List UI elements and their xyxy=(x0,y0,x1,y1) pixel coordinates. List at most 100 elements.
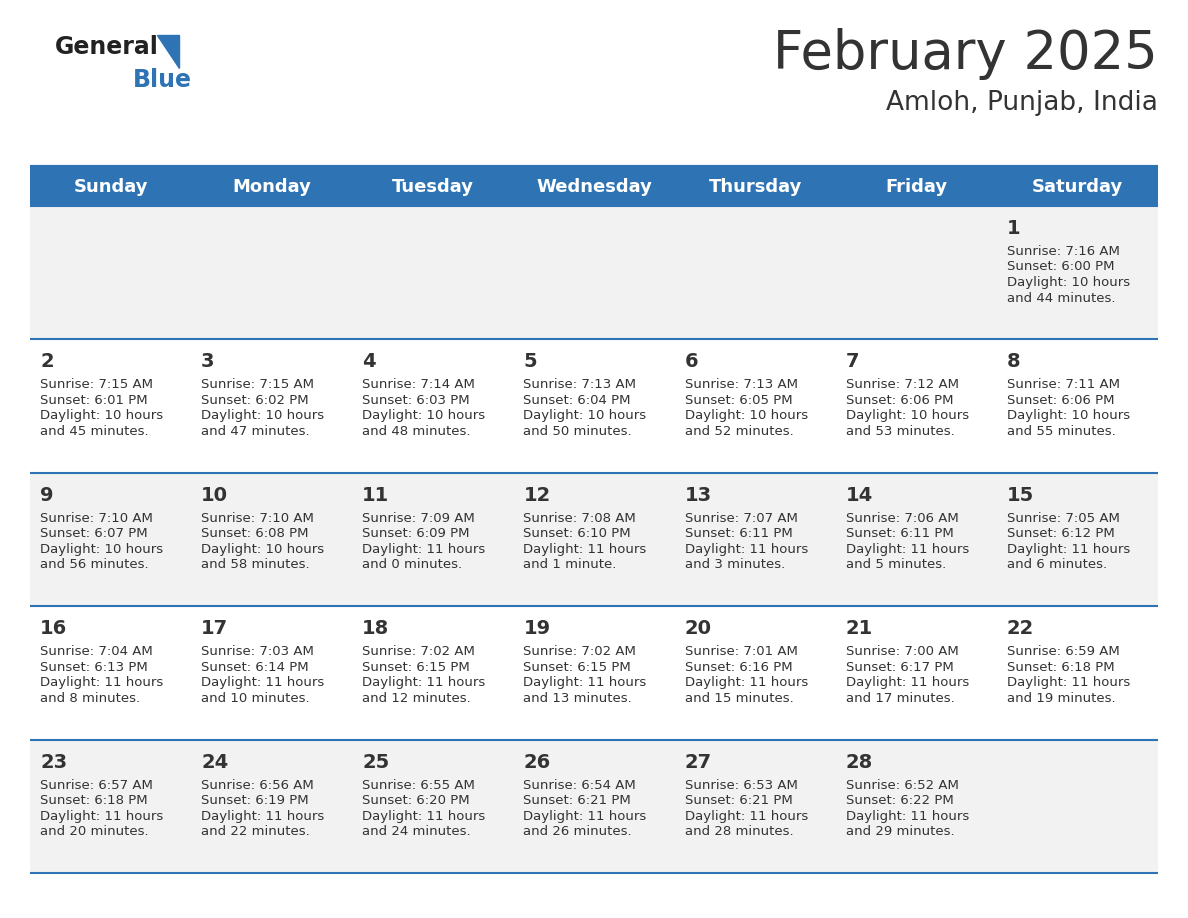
Text: Sunrise: 6:54 AM: Sunrise: 6:54 AM xyxy=(524,778,637,791)
Text: Sunrise: 7:07 AM: Sunrise: 7:07 AM xyxy=(684,512,797,525)
Text: Sunset: 6:11 PM: Sunset: 6:11 PM xyxy=(846,527,954,541)
Text: 17: 17 xyxy=(201,620,228,638)
Text: and 6 minutes.: and 6 minutes. xyxy=(1007,558,1107,571)
Text: Sunset: 6:05 PM: Sunset: 6:05 PM xyxy=(684,394,792,407)
Text: Sunrise: 6:59 AM: Sunrise: 6:59 AM xyxy=(1007,645,1119,658)
Text: Daylight: 10 hours: Daylight: 10 hours xyxy=(1007,276,1130,289)
Text: 26: 26 xyxy=(524,753,551,772)
Text: General: General xyxy=(55,35,159,59)
Text: Sunrise: 7:01 AM: Sunrise: 7:01 AM xyxy=(684,645,797,658)
Text: 14: 14 xyxy=(846,486,873,505)
Text: Daylight: 10 hours: Daylight: 10 hours xyxy=(40,409,163,422)
Text: 3: 3 xyxy=(201,353,215,372)
Text: Thursday: Thursday xyxy=(708,178,802,196)
Text: Sunrise: 7:14 AM: Sunrise: 7:14 AM xyxy=(362,378,475,391)
Bar xyxy=(30,206,1158,340)
Text: Friday: Friday xyxy=(885,178,947,196)
Text: Sunset: 6:10 PM: Sunset: 6:10 PM xyxy=(524,527,631,541)
Text: Daylight: 11 hours: Daylight: 11 hours xyxy=(1007,543,1130,555)
Text: 16: 16 xyxy=(40,620,68,638)
Text: and 58 minutes.: and 58 minutes. xyxy=(201,558,310,571)
Bar xyxy=(30,740,1158,873)
Text: Sunset: 6:06 PM: Sunset: 6:06 PM xyxy=(846,394,953,407)
Text: Sunset: 6:03 PM: Sunset: 6:03 PM xyxy=(362,394,470,407)
Text: and 52 minutes.: and 52 minutes. xyxy=(684,425,794,438)
Text: Daylight: 11 hours: Daylight: 11 hours xyxy=(524,677,646,689)
Text: Sunrise: 6:55 AM: Sunrise: 6:55 AM xyxy=(362,778,475,791)
Text: Blue: Blue xyxy=(133,68,192,92)
Text: Sunrise: 7:06 AM: Sunrise: 7:06 AM xyxy=(846,512,959,525)
Text: Daylight: 10 hours: Daylight: 10 hours xyxy=(201,409,324,422)
Text: and 22 minutes.: and 22 minutes. xyxy=(201,825,310,838)
Text: and 44 minutes.: and 44 minutes. xyxy=(1007,292,1116,305)
Text: Daylight: 11 hours: Daylight: 11 hours xyxy=(524,543,646,555)
Text: and 19 minutes.: and 19 minutes. xyxy=(1007,691,1116,705)
Text: and 55 minutes.: and 55 minutes. xyxy=(1007,425,1116,438)
Text: Daylight: 11 hours: Daylight: 11 hours xyxy=(1007,677,1130,689)
Text: 18: 18 xyxy=(362,620,390,638)
Text: Wednesday: Wednesday xyxy=(536,178,652,196)
Text: Sunset: 6:01 PM: Sunset: 6:01 PM xyxy=(40,394,147,407)
Text: 12: 12 xyxy=(524,486,551,505)
Text: 24: 24 xyxy=(201,753,228,772)
Text: and 17 minutes.: and 17 minutes. xyxy=(846,691,954,705)
Text: Sunrise: 7:15 AM: Sunrise: 7:15 AM xyxy=(40,378,153,391)
Text: Daylight: 10 hours: Daylight: 10 hours xyxy=(1007,409,1130,422)
Text: and 1 minute.: and 1 minute. xyxy=(524,558,617,571)
Text: and 48 minutes.: and 48 minutes. xyxy=(362,425,470,438)
Bar xyxy=(30,340,1158,473)
Text: Sunrise: 6:52 AM: Sunrise: 6:52 AM xyxy=(846,778,959,791)
Text: Sunrise: 6:57 AM: Sunrise: 6:57 AM xyxy=(40,778,153,791)
Text: Sunrise: 7:10 AM: Sunrise: 7:10 AM xyxy=(40,512,153,525)
Text: Sunset: 6:16 PM: Sunset: 6:16 PM xyxy=(684,661,792,674)
Text: 22: 22 xyxy=(1007,620,1034,638)
Bar xyxy=(30,473,1158,606)
Text: Sunrise: 7:13 AM: Sunrise: 7:13 AM xyxy=(524,378,637,391)
Text: Sunset: 6:21 PM: Sunset: 6:21 PM xyxy=(684,794,792,807)
Text: and 5 minutes.: and 5 minutes. xyxy=(846,558,946,571)
Text: Daylight: 11 hours: Daylight: 11 hours xyxy=(40,677,163,689)
Text: Sunset: 6:00 PM: Sunset: 6:00 PM xyxy=(1007,261,1114,274)
Text: 10: 10 xyxy=(201,486,228,505)
Text: Sunrise: 7:00 AM: Sunrise: 7:00 AM xyxy=(846,645,959,658)
Text: Sunset: 6:13 PM: Sunset: 6:13 PM xyxy=(40,661,147,674)
Text: Sunrise: 7:13 AM: Sunrise: 7:13 AM xyxy=(684,378,797,391)
Text: 25: 25 xyxy=(362,753,390,772)
Text: Sunrise: 7:16 AM: Sunrise: 7:16 AM xyxy=(1007,245,1120,258)
Text: Sunset: 6:07 PM: Sunset: 6:07 PM xyxy=(40,527,147,541)
Text: Saturday: Saturday xyxy=(1032,178,1123,196)
Text: and 3 minutes.: and 3 minutes. xyxy=(684,558,785,571)
Text: and 12 minutes.: and 12 minutes. xyxy=(362,691,470,705)
Text: Sunset: 6:09 PM: Sunset: 6:09 PM xyxy=(362,527,469,541)
Text: and 0 minutes.: and 0 minutes. xyxy=(362,558,462,571)
Text: Daylight: 11 hours: Daylight: 11 hours xyxy=(40,810,163,823)
Text: Daylight: 11 hours: Daylight: 11 hours xyxy=(846,810,969,823)
Text: Amloh, Punjab, India: Amloh, Punjab, India xyxy=(886,90,1158,116)
Text: Sunset: 6:18 PM: Sunset: 6:18 PM xyxy=(1007,661,1114,674)
Text: Daylight: 11 hours: Daylight: 11 hours xyxy=(362,677,486,689)
Text: Daylight: 10 hours: Daylight: 10 hours xyxy=(524,409,646,422)
Text: and 13 minutes.: and 13 minutes. xyxy=(524,691,632,705)
Text: Sunset: 6:20 PM: Sunset: 6:20 PM xyxy=(362,794,470,807)
Bar xyxy=(30,606,1158,740)
Text: Sunset: 6:06 PM: Sunset: 6:06 PM xyxy=(1007,394,1114,407)
Text: Daylight: 11 hours: Daylight: 11 hours xyxy=(362,810,486,823)
Text: 7: 7 xyxy=(846,353,859,372)
Text: and 29 minutes.: and 29 minutes. xyxy=(846,825,954,838)
Text: 28: 28 xyxy=(846,753,873,772)
Text: and 50 minutes.: and 50 minutes. xyxy=(524,425,632,438)
Text: Daylight: 11 hours: Daylight: 11 hours xyxy=(684,543,808,555)
Text: Sunrise: 7:11 AM: Sunrise: 7:11 AM xyxy=(1007,378,1120,391)
Text: 15: 15 xyxy=(1007,486,1034,505)
Text: February 2025: February 2025 xyxy=(773,28,1158,80)
Text: Daylight: 11 hours: Daylight: 11 hours xyxy=(846,543,969,555)
Text: Sunset: 6:08 PM: Sunset: 6:08 PM xyxy=(201,527,309,541)
Text: Daylight: 11 hours: Daylight: 11 hours xyxy=(684,677,808,689)
Text: Daylight: 11 hours: Daylight: 11 hours xyxy=(524,810,646,823)
Text: Sunset: 6:12 PM: Sunset: 6:12 PM xyxy=(1007,527,1114,541)
Bar xyxy=(30,168,1158,206)
Text: Sunset: 6:15 PM: Sunset: 6:15 PM xyxy=(524,661,631,674)
Text: Daylight: 11 hours: Daylight: 11 hours xyxy=(846,677,969,689)
Text: and 8 minutes.: and 8 minutes. xyxy=(40,691,140,705)
Text: Daylight: 11 hours: Daylight: 11 hours xyxy=(362,543,486,555)
